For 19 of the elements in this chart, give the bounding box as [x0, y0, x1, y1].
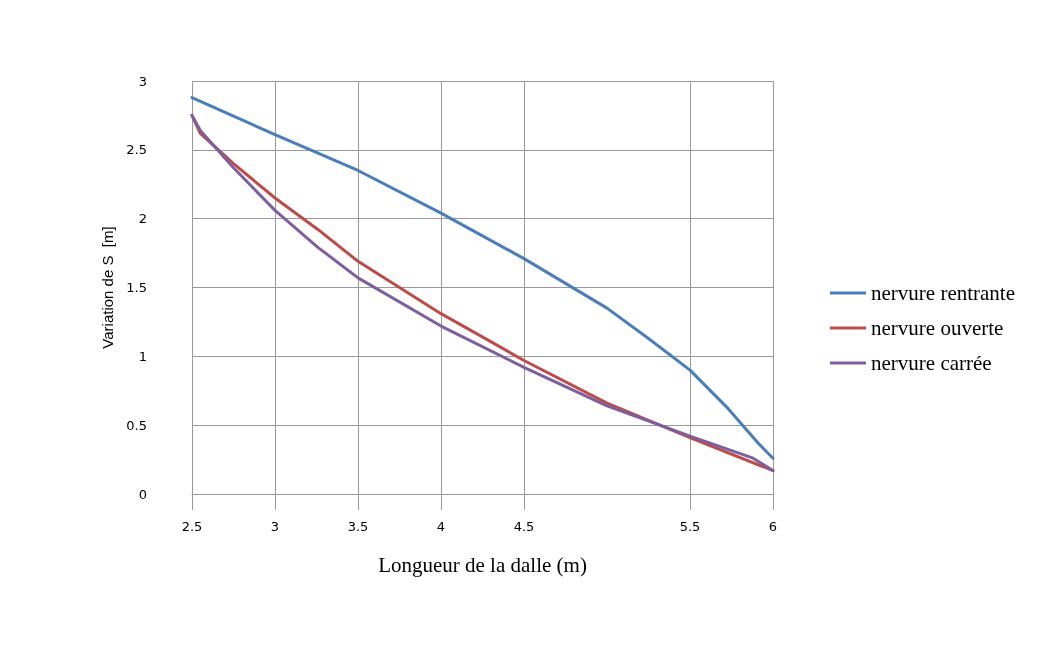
x-tick-label: 4 [436, 519, 446, 534]
y-tick-label: 0 [138, 486, 147, 502]
y-tick-label: 3 [138, 73, 147, 89]
x-tick-label: 3.5 [347, 519, 369, 534]
x-tick-label: 4.5 [513, 519, 535, 534]
legend-label: nervure ouverte [871, 316, 1004, 340]
legend-label: nervure carrée [871, 351, 992, 375]
x-tick-label: 5.5 [679, 519, 701, 534]
y-tick-label: 2 [138, 211, 147, 227]
x-axis-title: Longueur de la dalle (m) [378, 552, 587, 577]
y-tick-label: 1 [138, 348, 147, 364]
x-tick-label: 3 [270, 519, 280, 534]
x-tick-label: 2.5 [181, 519, 203, 534]
y-tick-label: 0.5 [126, 417, 147, 433]
y-tick-label: 1.5 [126, 280, 147, 295]
x-tick-label: 6 [768, 519, 778, 534]
y-axis-title: Variation de S [m] [99, 226, 117, 349]
legend-label: nervure rentrante [871, 281, 1015, 305]
y-tick-label: 2.5 [126, 142, 147, 158]
